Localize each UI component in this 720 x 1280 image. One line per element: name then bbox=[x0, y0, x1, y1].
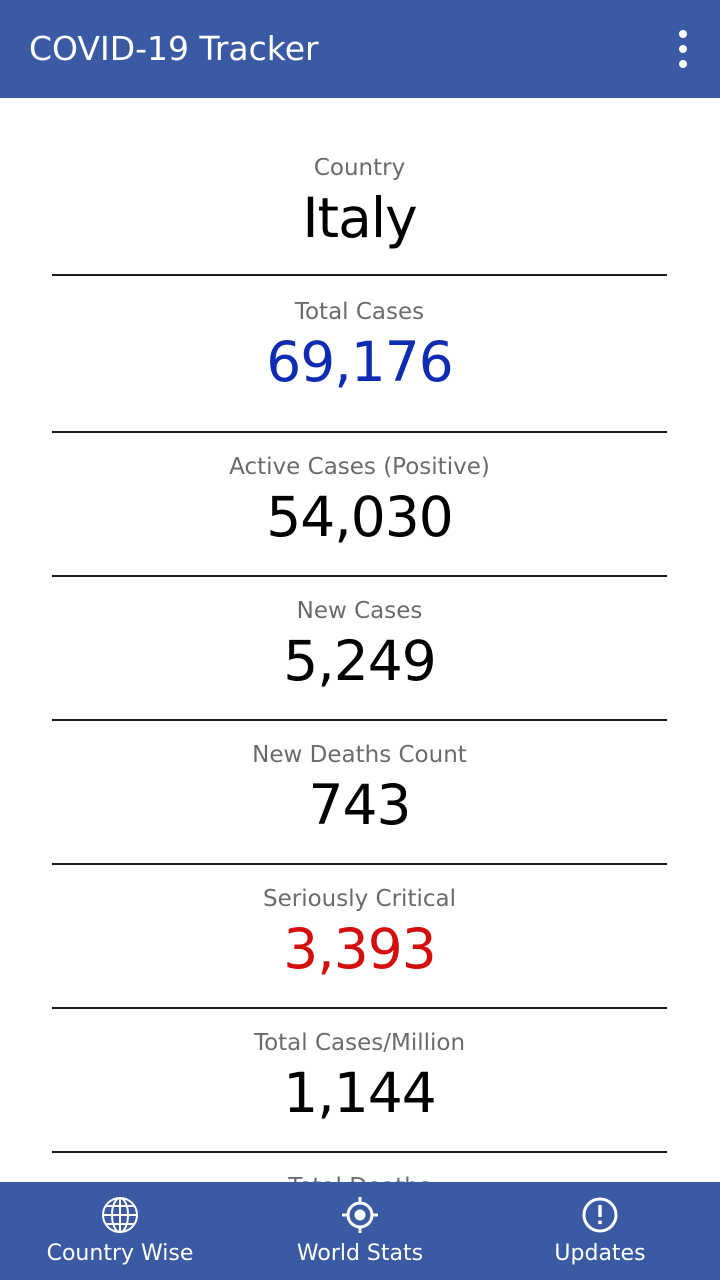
cases-per-million-stat: Total Cases/Million 1,144 bbox=[52, 1027, 667, 1127]
active-cases-value: 54,030 bbox=[266, 485, 453, 549]
globe-icon bbox=[102, 1197, 138, 1233]
nav-country-wise-label: Country Wise bbox=[46, 1241, 194, 1266]
nav-world-stats-label: World Stats bbox=[296, 1241, 424, 1266]
bottom-navigation: Country Wise World Stats Updates bbox=[0, 1182, 720, 1280]
country-stat: Country Italy bbox=[52, 152, 667, 252]
total-cases-stat: Total Cases 69,176 bbox=[52, 296, 667, 396]
total-deaths-stat: Total Deaths bbox=[52, 1171, 667, 1182]
divider bbox=[52, 1007, 667, 1009]
divider bbox=[52, 863, 667, 865]
app-bar: COVID-19 Tracker bbox=[0, 0, 720, 98]
active-cases-label: Active Cases (Positive) bbox=[229, 454, 490, 480]
serious-critical-label: Seriously Critical bbox=[263, 886, 456, 912]
divider bbox=[52, 719, 667, 721]
serious-critical-stat: Seriously Critical 3,393 bbox=[52, 883, 667, 983]
menu-dot bbox=[679, 30, 687, 38]
nav-world-stats[interactable]: World Stats bbox=[240, 1182, 480, 1280]
cases-per-million-value: 1,144 bbox=[283, 1061, 436, 1125]
new-cases-label: New Cases bbox=[296, 598, 423, 624]
country-label: Country bbox=[313, 155, 406, 181]
total-deaths-label: Total Deaths bbox=[52, 1171, 667, 1182]
menu-dot bbox=[679, 60, 687, 68]
new-deaths-stat: New Deaths Count 743 bbox=[52, 739, 667, 839]
nav-updates-label: Updates bbox=[554, 1241, 646, 1266]
nav-country-wise[interactable]: Country Wise bbox=[0, 1182, 240, 1280]
more-vert-icon[interactable] bbox=[668, 30, 698, 68]
alert-circle-icon bbox=[582, 1197, 618, 1233]
divider bbox=[52, 575, 667, 577]
app-title: COVID-19 Tracker bbox=[29, 29, 319, 68]
new-deaths-label: New Deaths Count bbox=[252, 742, 467, 768]
new-cases-value: 5,249 bbox=[283, 629, 436, 693]
cases-per-million-label: Total Cases/Million bbox=[253, 1030, 466, 1056]
menu-dot bbox=[679, 45, 687, 53]
new-cases-stat: New Cases 5,249 bbox=[52, 595, 667, 695]
active-cases-stat: Active Cases (Positive) 54,030 bbox=[52, 451, 667, 551]
divider bbox=[52, 274, 667, 276]
divider bbox=[52, 431, 667, 433]
country-value: Italy bbox=[302, 186, 417, 250]
total-cases-label: Total Cases bbox=[294, 299, 425, 325]
nav-updates[interactable]: Updates bbox=[480, 1182, 720, 1280]
serious-critical-value: 3,393 bbox=[283, 917, 436, 981]
total-cases-value: 69,176 bbox=[266, 330, 453, 394]
stats-list: Country Italy Total Cases 69,176 Active … bbox=[0, 98, 720, 1182]
new-deaths-value: 743 bbox=[308, 773, 412, 837]
divider bbox=[52, 1151, 667, 1153]
gps-target-icon bbox=[342, 1197, 378, 1233]
